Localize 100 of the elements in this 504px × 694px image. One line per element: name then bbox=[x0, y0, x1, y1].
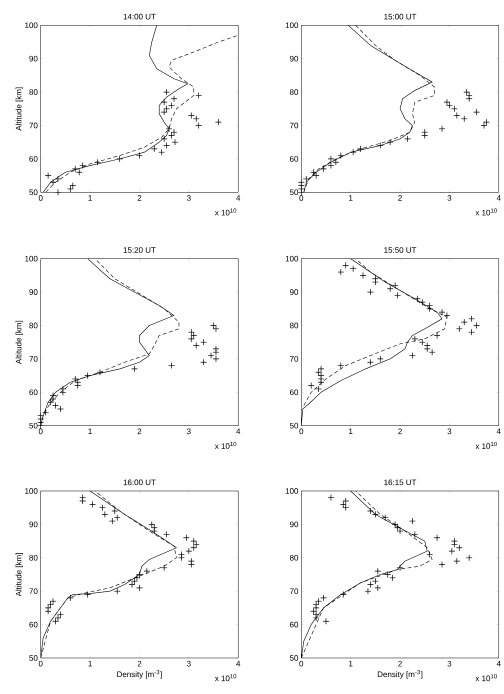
point bbox=[163, 531, 170, 538]
point bbox=[190, 544, 198, 552]
point bbox=[434, 332, 440, 339]
point bbox=[376, 142, 384, 149]
point bbox=[188, 561, 195, 568]
point bbox=[42, 408, 49, 416]
point bbox=[438, 561, 446, 568]
point bbox=[150, 146, 158, 152]
point bbox=[160, 98, 168, 106]
point bbox=[47, 601, 54, 608]
point bbox=[163, 88, 170, 96]
point bbox=[310, 608, 317, 615]
point bbox=[172, 138, 178, 146]
point bbox=[37, 416, 44, 422]
point bbox=[148, 521, 156, 528]
point bbox=[114, 588, 121, 595]
point bbox=[114, 514, 121, 522]
point bbox=[188, 558, 195, 564]
point bbox=[322, 618, 330, 625]
point bbox=[192, 541, 200, 548]
point bbox=[374, 568, 382, 574]
point bbox=[312, 601, 320, 608]
point bbox=[350, 265, 356, 272]
point bbox=[178, 551, 185, 558]
point bbox=[392, 282, 398, 289]
point bbox=[409, 518, 416, 524]
point bbox=[460, 115, 468, 122]
point bbox=[163, 142, 170, 149]
point bbox=[318, 366, 324, 372]
point bbox=[426, 551, 434, 558]
point bbox=[473, 322, 480, 329]
point bbox=[212, 348, 220, 356]
point bbox=[412, 336, 418, 342]
point bbox=[44, 172, 52, 179]
point bbox=[136, 571, 143, 578]
point bbox=[360, 272, 366, 279]
point bbox=[190, 332, 198, 339]
point bbox=[52, 618, 59, 625]
point bbox=[312, 611, 320, 618]
point bbox=[200, 338, 207, 346]
point bbox=[94, 158, 101, 166]
point bbox=[60, 386, 66, 392]
point bbox=[386, 138, 394, 146]
point bbox=[318, 372, 324, 379]
point bbox=[136, 152, 143, 159]
point bbox=[72, 166, 79, 172]
point bbox=[337, 362, 344, 369]
point bbox=[76, 168, 83, 176]
point bbox=[451, 538, 458, 544]
point bbox=[340, 501, 347, 508]
point bbox=[79, 498, 86, 504]
point bbox=[50, 396, 56, 402]
point bbox=[453, 112, 460, 119]
point bbox=[466, 92, 473, 99]
point bbox=[372, 278, 379, 286]
point bbox=[99, 504, 106, 512]
point bbox=[468, 328, 475, 336]
point bbox=[434, 534, 440, 542]
point bbox=[386, 285, 394, 292]
point bbox=[69, 182, 76, 189]
point bbox=[315, 598, 322, 605]
point bbox=[72, 376, 79, 382]
point bbox=[185, 548, 192, 554]
point bbox=[367, 581, 374, 588]
point bbox=[466, 95, 473, 102]
point bbox=[160, 108, 168, 116]
point bbox=[448, 548, 456, 554]
point bbox=[188, 328, 195, 336]
point bbox=[404, 136, 411, 142]
point bbox=[79, 494, 86, 502]
point bbox=[342, 504, 350, 512]
point bbox=[158, 148, 166, 156]
point bbox=[444, 98, 450, 106]
point bbox=[96, 368, 104, 376]
point bbox=[144, 568, 150, 574]
point bbox=[483, 118, 490, 126]
point bbox=[102, 511, 108, 518]
point bbox=[50, 598, 56, 605]
point bbox=[298, 178, 305, 186]
point bbox=[364, 588, 372, 595]
point bbox=[168, 102, 175, 109]
point bbox=[392, 521, 398, 528]
point bbox=[460, 318, 468, 326]
point bbox=[312, 614, 320, 622]
point bbox=[116, 156, 124, 162]
point bbox=[150, 524, 158, 532]
point bbox=[396, 564, 404, 572]
point bbox=[367, 288, 374, 296]
point bbox=[50, 178, 56, 186]
point bbox=[337, 268, 344, 276]
point bbox=[66, 594, 74, 602]
point bbox=[84, 372, 91, 379]
point bbox=[84, 591, 91, 598]
point bbox=[195, 122, 202, 129]
point bbox=[54, 188, 62, 196]
point bbox=[318, 376, 324, 382]
point bbox=[473, 108, 480, 116]
point bbox=[192, 342, 200, 349]
point bbox=[183, 534, 190, 542]
point bbox=[54, 614, 62, 622]
